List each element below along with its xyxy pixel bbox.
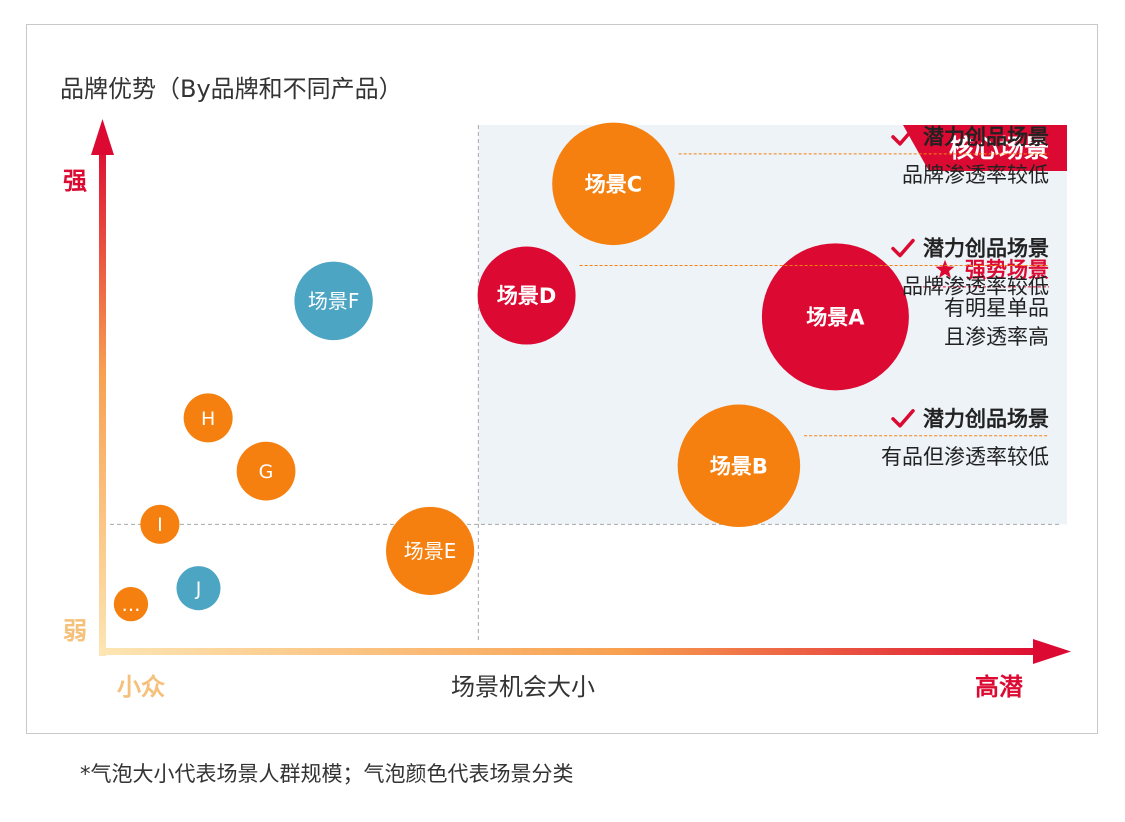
bubble-8: [236, 441, 296, 501]
chart-title: 品牌优势（By品牌和不同产品）: [60, 75, 403, 103]
check-icon: [891, 409, 915, 428]
annotation-line: 有明星单品: [944, 296, 1049, 320]
annotation-tag: 潜力创品场景: [923, 237, 1049, 261]
x-axis-arrow: [1033, 639, 1071, 664]
bubble-1: [761, 243, 909, 391]
bubble-label: 场景F: [308, 289, 360, 313]
core-region-label: 核心场景: [949, 134, 1049, 163]
bubble-label: 场景B: [710, 454, 768, 478]
bubble-label: 场景A: [806, 305, 865, 329]
y-min-label: 弱: [63, 617, 87, 645]
check-icon: [891, 127, 915, 146]
annotation-tag: 潜力创品场景: [923, 125, 1049, 149]
bubble-label: …: [121, 594, 140, 616]
bubble-label: 场景E: [404, 539, 457, 563]
bubble-5: [386, 506, 475, 596]
x-axis-line: [99, 648, 1049, 655]
bubble-4: [477, 246, 576, 345]
annotation-line: 品牌渗透率较低: [902, 275, 1049, 299]
bubble-9: [140, 504, 180, 544]
core-region-banner: [903, 125, 1067, 171]
bubble-11: [113, 586, 149, 622]
bubble-label: H: [201, 408, 215, 430]
annotation-tag: 强势场景: [965, 258, 1049, 282]
bubble-3: [552, 122, 675, 246]
bubble-label: J: [195, 578, 202, 600]
bubble-6: [294, 261, 373, 341]
chart-frame: 核心场景 品牌优势（By品牌和不同产品） 强弱小众 场景机会大小 高潜 场景A 强势场景有明…: [26, 24, 1098, 734]
check-icon: [891, 238, 915, 258]
bubble-2: [677, 404, 801, 528]
bubble-label: I: [157, 514, 163, 536]
bubble-label: 场景C: [585, 172, 642, 196]
y-max-label: 强: [63, 167, 87, 195]
annotation-line: 且渗透率高: [944, 325, 1049, 349]
y-axis-arrow: [91, 119, 114, 155]
annotation-line: 有品但渗透率较低: [881, 445, 1049, 469]
bubble-label: 场景D: [497, 284, 556, 308]
bubble-10: [176, 566, 221, 611]
footnote: *气泡大小代表场景人群规模；气泡颜色代表场景分类: [80, 762, 574, 786]
annotation-tag: 潜力创品场景: [923, 407, 1049, 431]
annotation-line: 品牌渗透率较低: [902, 163, 1049, 187]
star-icon: [935, 259, 955, 278]
x-min-label: 小众: [117, 673, 165, 701]
x-axis-label: 场景机会大小: [451, 673, 595, 701]
x-max-label: 高潜: [975, 673, 1024, 701]
bubble-7: [183, 393, 233, 443]
y-axis-line: [99, 139, 106, 656]
bubble-label: G: [259, 461, 274, 483]
